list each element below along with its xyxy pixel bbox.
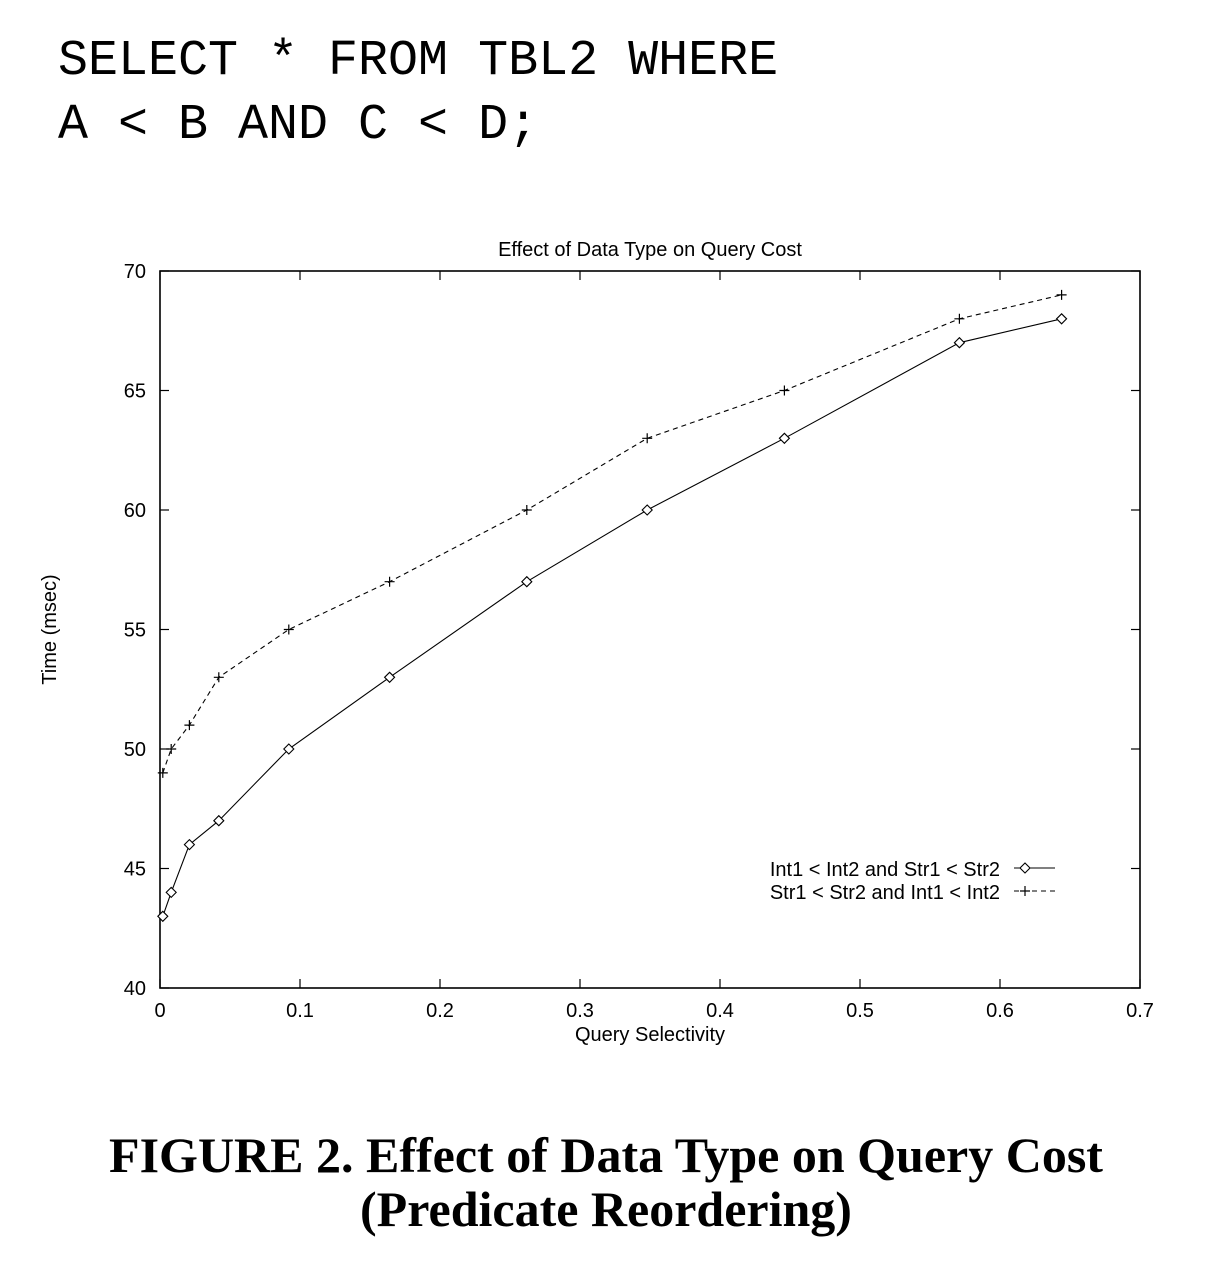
- x-tick-label: 0.1: [286, 1000, 314, 1022]
- series-1-point: [778, 432, 791, 445]
- x-tick-label: 0.2: [426, 1000, 454, 1022]
- series-2-point: [384, 576, 395, 587]
- legend-sample-marker-2: [1020, 886, 1030, 896]
- axis-tick-labels: 0 0.1 0.2 0.3 0.4 0.5 0.6 0.7 40 45 50 55 60 65 70: [124, 261, 1154, 1022]
- series-1-point: [183, 838, 196, 851]
- series-2-point: [779, 385, 790, 396]
- sql-line-2: A < B AND C < D;: [58, 97, 539, 154]
- y-tick-label: 60: [124, 500, 146, 522]
- x-tick-label: 0.6: [986, 1000, 1014, 1022]
- series-2-point: [184, 720, 195, 731]
- y-tick-label: 65: [124, 381, 146, 403]
- series-layer: [157, 289, 1068, 923]
- series-2-point: [166, 744, 177, 754]
- legend-sample-marker-1: [1019, 862, 1031, 874]
- y-tick-label: 55: [124, 620, 146, 642]
- series-2-line: [162, 294, 1062, 774]
- query-cost-chart: Effect of Data Type on Query Cost 0 0.1 0.…: [39, 239, 1154, 1046]
- series-2-point: [213, 672, 224, 683]
- series-2-point: [1056, 289, 1067, 300]
- sql-query: SELECT * FROM TBL2 WHERE A < B AND C < D;: [58, 30, 778, 158]
- series-1-point: [157, 910, 169, 923]
- x-tick-label: 0.3: [566, 1000, 594, 1022]
- series-1-point: [383, 671, 396, 684]
- series-1-point: [521, 575, 533, 588]
- y-tick-label: 70: [124, 261, 146, 283]
- series-1-point: [953, 336, 966, 349]
- series-1: [157, 313, 1068, 923]
- series-2: [157, 289, 1067, 778]
- caption-line-2: (Predicate Reordering): [360, 1181, 852, 1237]
- series-2-point: [283, 624, 294, 635]
- y-axis-label: Time (msec): [39, 574, 61, 684]
- legend-label-series-1: Int1 < Int2 and Str1 < Str2: [770, 859, 1000, 881]
- series-2-point: [157, 767, 168, 778]
- x-axis-label: Query Selectivity: [575, 1024, 725, 1046]
- axis-ticks: [159, 270, 1141, 989]
- legend-samples: [1014, 862, 1055, 896]
- y-tick-label: 45: [124, 859, 146, 881]
- series-1-point: [165, 886, 177, 899]
- series-2-point: [642, 433, 653, 444]
- series-1-point: [1055, 313, 1068, 325]
- y-tick-label: 50: [124, 739, 146, 761]
- series-1-point: [283, 743, 295, 755]
- sql-line-1: SELECT * FROM TBL2 WHERE: [58, 33, 779, 90]
- series-1-line: [162, 318, 1062, 917]
- series-2-point: [521, 505, 532, 515]
- series-1-point: [213, 814, 225, 827]
- series-1-point: [641, 504, 653, 516]
- x-tick-label: 0.7: [1126, 1000, 1154, 1022]
- x-tick-label: 0: [154, 1000, 165, 1022]
- caption-line-1: FIGURE 2. Effect of Data Type on Query C…: [109, 1127, 1103, 1183]
- x-tick-label: 0.4: [706, 1000, 734, 1022]
- legend-label-series-2: Str1 < Str2 and Int1 < Int2: [770, 882, 1000, 904]
- figure-caption: FIGURE 2. Effect of Data Type on Query C…: [0, 1128, 1212, 1236]
- x-tick-label: 0.5: [846, 1000, 874, 1022]
- series-2-point: [954, 313, 965, 324]
- y-tick-label: 40: [124, 978, 146, 1000]
- legend: Int1 < Int2 and Str1 < Str2 Str1 < Str2 …: [770, 859, 1055, 904]
- chart-title: Effect of Data Type on Query Cost: [498, 239, 802, 261]
